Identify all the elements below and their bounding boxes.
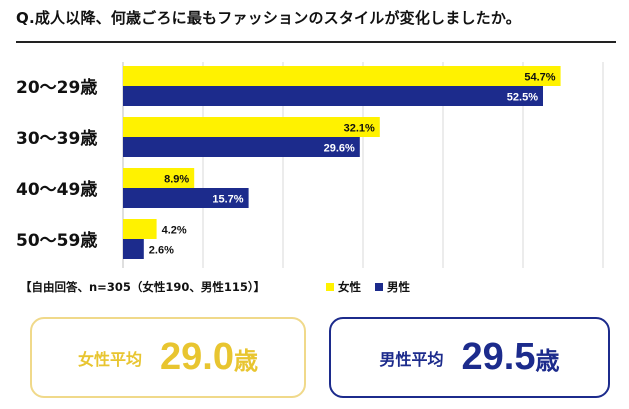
legend: 女性 男性: [326, 279, 410, 295]
male-average-value: 29.5歳: [462, 336, 560, 379]
male-average-label: 男性平均: [379, 349, 444, 369]
data-label-female: 54.7%: [524, 72, 555, 84]
male-average-number: 29.5: [461, 336, 536, 378]
legend-label-female: 女性: [338, 280, 361, 294]
legend-swatch-male: [375, 283, 383, 291]
female-average-value: 29.0歳: [160, 336, 258, 379]
male-average-unit: 歳: [535, 348, 560, 375]
category-label: 50～59歳: [16, 230, 97, 251]
female-average-number: 29.0: [160, 336, 234, 378]
legend-label-male: 男性: [387, 280, 410, 294]
female-average-card: 女性平均 29.0歳: [30, 317, 306, 398]
bar-chart: 20～29歳 54.7% 52.5% 30～39歳 32.1% 29.6% 40～49歳 8.…: [16, 62, 604, 268]
data-label-female: 4.2%: [162, 225, 187, 237]
female-average-unit: 歳: [233, 348, 258, 375]
bar-male: [123, 86, 543, 106]
bar-female: [123, 66, 561, 86]
data-label-female: 32.1%: [344, 123, 375, 135]
data-label-male: 15.7%: [212, 194, 243, 206]
data-label-male: 29.6%: [324, 143, 355, 155]
bar-female: [123, 117, 380, 137]
title-divider: [16, 41, 616, 43]
chart-title: Q.成人以降、何歳ごろに最もファッションのスタイルが変化しましたか。: [16, 9, 521, 27]
bar-male: [123, 188, 249, 208]
bar-female: [123, 219, 157, 239]
sample-note: 【自由回答、n=305（女性190、男性115）】: [20, 280, 266, 294]
male-average-card: 男性平均 29.5歳: [329, 317, 610, 398]
data-label-male: 52.5%: [507, 92, 538, 104]
bar-female: [123, 168, 195, 188]
female-average-label: 女性平均: [78, 349, 143, 369]
category-label: 20～29歳: [16, 77, 97, 98]
category-label: 40～49歳: [16, 179, 97, 200]
bar-male: [123, 137, 360, 157]
data-label-female: 8.9%: [164, 174, 189, 186]
data-label-male: 2.6%: [149, 245, 174, 257]
bar-male: [123, 239, 144, 259]
category-label: 30～39歳: [16, 128, 97, 149]
legend-swatch-female: [326, 283, 334, 291]
